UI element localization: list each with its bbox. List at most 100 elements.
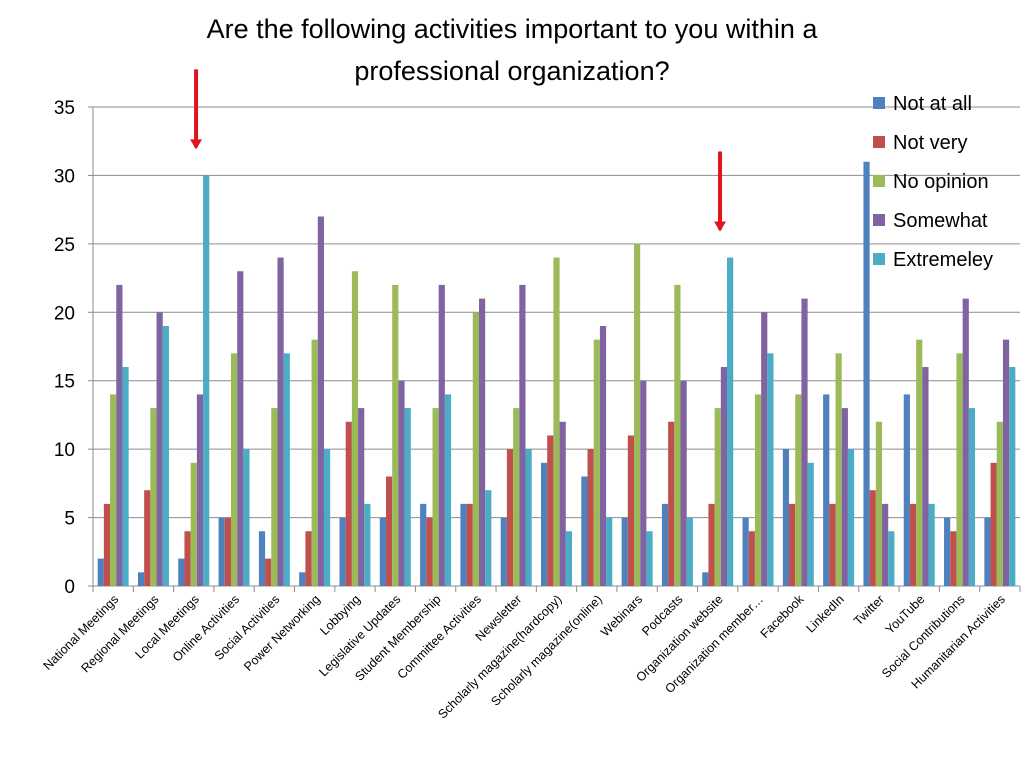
bar [305, 531, 312, 586]
bar [478, 298, 486, 586]
bar [835, 353, 842, 586]
bar [801, 298, 808, 586]
bar [606, 517, 613, 586]
bar [553, 257, 560, 586]
bar [847, 449, 855, 586]
legend-swatch [873, 136, 885, 148]
legend: Not at all Not very No opinion Somewhat Extr… [873, 93, 993, 271]
bar [230, 353, 238, 586]
bar [184, 531, 191, 586]
bar [243, 449, 250, 586]
bar [782, 449, 790, 586]
bar [116, 284, 123, 586]
x-category-label: Facebook [758, 592, 807, 641]
y-tick-label: 10 [54, 440, 75, 461]
bar [345, 421, 352, 586]
bar [686, 517, 693, 586]
bar [661, 503, 669, 586]
bar [640, 380, 647, 586]
bar [426, 517, 433, 586]
x-category-label: National Meetings [41, 592, 122, 673]
y-tick-label: 25 [54, 235, 75, 256]
bar [162, 325, 169, 586]
bar [916, 339, 923, 586]
y-tick-label: 20 [54, 303, 75, 324]
bar [1002, 339, 1010, 586]
bar [996, 421, 1003, 586]
bar [748, 531, 755, 586]
bar [984, 517, 991, 586]
bar [702, 572, 709, 586]
annotation-arrow [714, 151, 727, 232]
bar [789, 503, 796, 586]
bar [944, 517, 951, 586]
bar [742, 517, 749, 586]
bar [767, 353, 774, 586]
bar [97, 558, 104, 586]
legend-label: No opinion [893, 171, 989, 193]
bar [420, 503, 427, 586]
bar [156, 312, 163, 586]
bar [110, 394, 117, 586]
bar [720, 367, 728, 586]
bar [587, 449, 594, 586]
bar [472, 312, 479, 586]
annotations [190, 69, 727, 232]
bar [150, 408, 157, 586]
bar [668, 421, 675, 586]
bar [680, 380, 687, 586]
bar [990, 462, 997, 586]
bar [525, 449, 532, 586]
bar [203, 175, 210, 586]
legend-swatch [873, 253, 885, 265]
bar [271, 408, 278, 586]
bar [317, 216, 324, 586]
y-tick-label: 30 [54, 166, 75, 187]
x-category-label: Power Networking [241, 592, 323, 674]
bar [500, 517, 507, 586]
bar [559, 421, 566, 586]
bar [565, 531, 572, 586]
bar [283, 353, 290, 586]
chart-title-line-2: professional organization? [354, 56, 670, 86]
bar [968, 408, 976, 586]
bar [265, 558, 272, 586]
bar [950, 531, 957, 586]
y-tick-label: 15 [54, 372, 75, 393]
bar [1009, 367, 1016, 586]
bar [224, 517, 231, 586]
legend-swatch [873, 175, 885, 187]
bar [634, 243, 641, 586]
bar [754, 394, 762, 586]
bar [593, 339, 600, 586]
bar [909, 503, 917, 586]
bar [795, 394, 802, 586]
bar [485, 490, 492, 586]
legend-swatch [873, 214, 885, 226]
bar [196, 394, 204, 586]
bar [311, 339, 318, 586]
bar [547, 435, 554, 586]
bar [438, 284, 445, 586]
x-category-label: Webinars [598, 592, 645, 639]
bar [190, 462, 197, 586]
chart-title-line-1: Are the following activities important t… [206, 14, 818, 44]
bar [323, 449, 331, 586]
bar [829, 503, 836, 586]
bar [674, 284, 681, 586]
bar [807, 462, 814, 586]
bar [144, 490, 151, 586]
y-tick-labels: 0 5 10 15 20 25 30 35 [54, 98, 75, 598]
legend-label: Not very [893, 132, 967, 154]
bar [956, 353, 963, 586]
bar [922, 367, 929, 586]
y-tick-label: 35 [54, 98, 75, 119]
bar [519, 284, 526, 586]
bar [237, 271, 244, 586]
legend-label: Somewhat [893, 210, 988, 232]
bar [432, 408, 439, 586]
bar [466, 503, 473, 586]
bar [646, 531, 653, 586]
bar [708, 503, 715, 586]
bar [513, 408, 520, 586]
